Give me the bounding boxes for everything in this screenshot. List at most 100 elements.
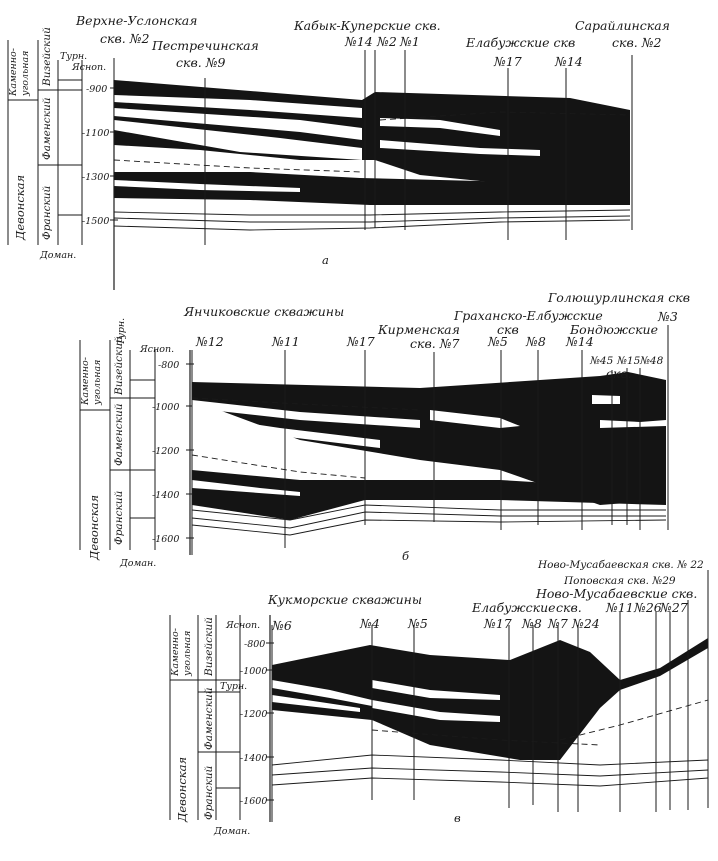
well-a-kabyk-14: №14 (344, 34, 373, 49)
depth-tick-v-3: -1200 (240, 709, 267, 720)
well-group-kukmor: Кукморские скважины (267, 592, 422, 607)
well-v-5: №5 (407, 616, 428, 631)
label-tournaisian-b: Турн. (116, 318, 127, 345)
wells-a (113, 50, 633, 290)
well-b-8: №8 (525, 334, 546, 349)
label-carboniferous-b-1: Каменно- (80, 357, 91, 406)
depth-tick-b-5: -1600 (152, 534, 179, 545)
well-a-elabuga-14: №14 (554, 54, 583, 69)
depth-tick-v-5: -1600 (240, 796, 267, 807)
label-visean-v: Визейский (203, 617, 215, 677)
well-b-5: №5 (487, 334, 508, 349)
well-group-bondyuga-skv: скв. (606, 366, 632, 381)
depth-tick-b-1: -800 (158, 360, 179, 371)
label-famennian-b: Фаменский (113, 403, 125, 466)
depth-tick-a-2: -1100 (82, 128, 109, 139)
label-carboniferous-a-1: Каменно- (8, 48, 19, 97)
label-frasnian-b: Франский (113, 490, 125, 545)
well-group-verkhne-uslon: Верхне-Услонская (75, 13, 197, 28)
panel-letter-b: б (402, 549, 410, 563)
well-group-golyushurma: Голюшурлинская скв (547, 290, 690, 305)
label-domanik-v: Доман. (213, 826, 250, 837)
label-frasnian-a: Франский (41, 185, 53, 240)
well-a-verkhne-uslon-2: скв. №2 (100, 31, 150, 46)
well-v-8: №8 (521, 616, 542, 631)
well-v-24: №24 (571, 616, 600, 631)
panel-a: Девонская Каменно- угольная Визейский Фа… (7, 13, 670, 290)
depth-tick-a-3: -1300 (82, 172, 109, 183)
label-yasnopol-b: Ясноп. (139, 344, 174, 355)
label-devonian-b: Девонская (87, 495, 101, 561)
well-group-sarailin: Сарайлинская (575, 18, 670, 33)
panel-v: Девонская Каменно- угольная Визейский Ту… (169, 559, 709, 837)
well-b-15: №15 (616, 355, 641, 367)
well-group-novo-musabai-22: Ново-Мусабаевская скв. № 22 (537, 559, 704, 571)
well-v-4: №4 (359, 616, 380, 631)
label-visean-b: Визейский (113, 336, 125, 396)
section-b-fill (192, 372, 666, 520)
well-group-novo-musabai: Ново-Мусабаевские скв. (535, 586, 697, 601)
label-famennian-a: Фаменский (41, 97, 53, 160)
wells-v (271, 570, 709, 822)
label-devonian-v: Девонская (175, 757, 189, 823)
well-b-kirmen-7: скв. №7 (410, 336, 460, 351)
depth-tick-a-1: -900 (86, 84, 107, 95)
well-group-elabuga-a: Елабужские скв (465, 35, 575, 50)
panel-b: Девонская Каменно- угольная Визейский Фа… (79, 290, 690, 569)
panel-letter-a: а (322, 253, 329, 267)
well-b-48: №48 (639, 355, 664, 367)
well-v-11: №11 (605, 600, 634, 615)
well-a-kabyk-1: №1 (399, 34, 420, 49)
well-group-pestrechin: Пестречинская (151, 38, 259, 53)
depth-tick-v-1: -800 (244, 639, 265, 650)
well-b-3: №3 (657, 309, 678, 324)
well-group-yanchikovo: Янчиковские скважины (183, 304, 344, 319)
well-group-grakhan-skv: скв (497, 322, 519, 337)
well-group-kabyk-kuper: Кабык-Куперские скв. (293, 18, 441, 33)
label-domanik-b: Доман. (119, 558, 156, 569)
depth-tick-b-4: -1400 (152, 490, 179, 501)
well-b-12: №12 (195, 334, 224, 349)
label-carboniferous-v-2: угольная (182, 631, 193, 677)
wells-b (191, 325, 669, 555)
well-a-kabyk-2: №2 (376, 34, 397, 49)
section-b-lenses (192, 395, 666, 496)
label-frasnian-v: Франский (203, 765, 215, 820)
label-domanik-a: Доман. (39, 250, 76, 261)
label-famennian-v: Фаменский (203, 687, 215, 750)
well-group-elabuga-v: Елабужские (471, 600, 556, 615)
label-carboniferous-b-2: угольная (92, 360, 103, 406)
well-group-elabuga-v-skv: скв. (556, 600, 582, 615)
well-a-sarailin-2: скв. №2 (612, 35, 662, 50)
depth-tick-v-2: -1000 (240, 666, 267, 677)
well-group-popov-29: Поповская скв. №29 (563, 575, 676, 587)
well-b-17: №17 (346, 334, 375, 349)
well-group-bondyuga: Бондюжские (569, 322, 658, 337)
well-a-elabuga-17: №17 (493, 54, 522, 69)
panel-letter-v: в (454, 811, 461, 825)
label-carboniferous-a-2: угольная (20, 51, 31, 97)
section-v-horizons (271, 699, 709, 787)
well-a-pestrechin-9: скв. №9 (176, 55, 226, 70)
label-yasnopol-a: Ясноп. (71, 62, 106, 73)
label-yasnopol-v: Ясноп. (225, 620, 260, 631)
well-v-26: №26 (633, 600, 662, 615)
section-v-lenses (272, 680, 500, 722)
depth-tick-v-4: -1400 (240, 753, 267, 764)
well-v-27: №27 (659, 600, 688, 615)
label-tournaisian-a: Турн. (60, 51, 87, 62)
well-v-6: №6 (271, 618, 292, 633)
strat-column-v (169, 615, 241, 820)
well-b-11: №11 (271, 334, 300, 349)
depth-tick-b-2: -1000 (152, 402, 179, 413)
strat-column-b (79, 340, 156, 550)
well-b-14: №14 (565, 334, 594, 349)
well-group-grakhan: Граханско-Елбужские (453, 308, 603, 323)
label-carboniferous-v-1: Каменно- (170, 628, 181, 677)
depth-tick-a-4: -1500 (82, 216, 109, 227)
well-b-45: №45 (589, 355, 614, 367)
well-v-17: №17 (483, 616, 512, 631)
section-a-lenses (114, 95, 540, 192)
strat-column-a (7, 40, 83, 245)
